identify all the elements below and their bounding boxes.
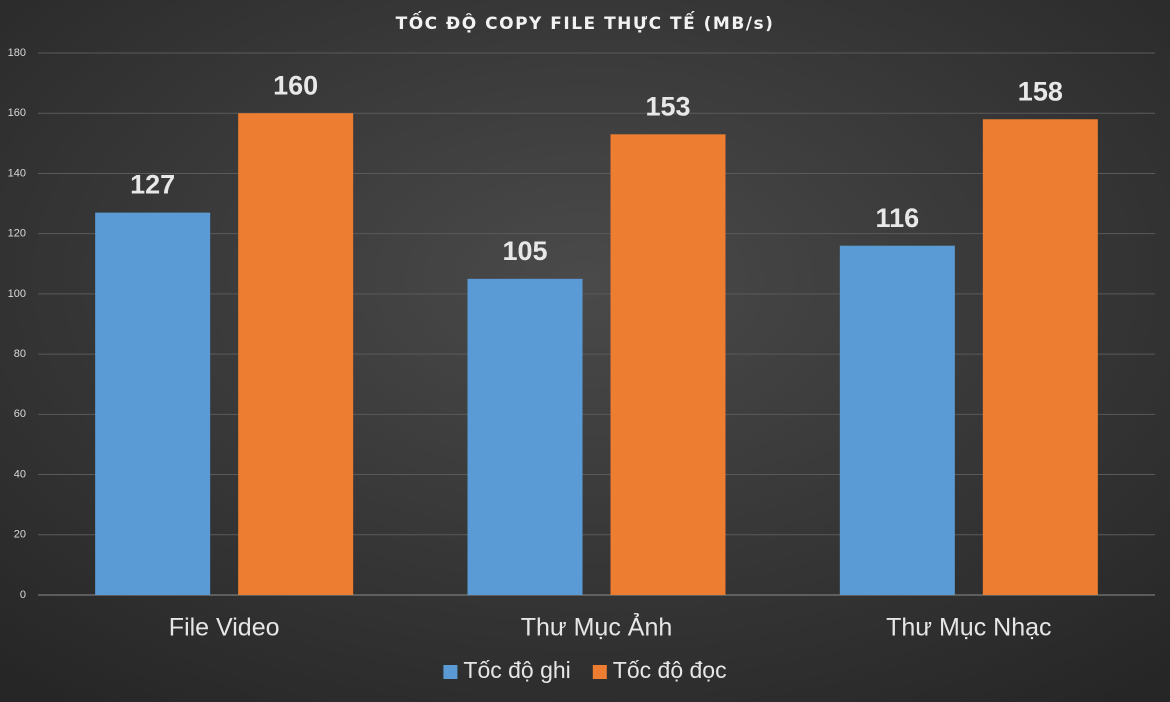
bar xyxy=(610,134,726,596)
y-tick-label: 120 xyxy=(8,228,26,240)
value-label: 127 xyxy=(130,170,175,200)
value-label: 105 xyxy=(502,236,547,266)
x-tick-label: Thư Mục Nhạc xyxy=(886,614,1051,642)
legend-label: Tốc độ ghi xyxy=(463,657,570,683)
y-tick-label: 180 xyxy=(8,47,26,59)
bar xyxy=(982,119,1098,595)
y-tick-label: 160 xyxy=(8,107,26,119)
bar xyxy=(839,245,955,595)
bar xyxy=(467,278,583,595)
bar xyxy=(95,212,211,596)
y-tick-label: 80 xyxy=(14,348,26,360)
y-tick-label: 20 xyxy=(14,529,26,541)
legend: Tốc độ ghi Tốc độ đọc xyxy=(443,657,727,683)
y-tick-label: 140 xyxy=(8,167,26,179)
value-label: 153 xyxy=(645,91,690,121)
y-tick-label: 40 xyxy=(14,468,26,480)
legend-label: Tốc độ đọc xyxy=(613,657,727,683)
value-label: 160 xyxy=(273,70,318,100)
y-tick-label: 100 xyxy=(8,288,26,300)
value-label: 158 xyxy=(1018,76,1063,106)
y-tick-label: 60 xyxy=(14,408,26,420)
y-tick-label: 0 xyxy=(20,589,26,601)
legend-swatch xyxy=(443,665,458,679)
chart-title: TỐC ĐỘ COPY FILE THỰC TẾ (MB/s) xyxy=(396,10,775,34)
bar xyxy=(238,113,354,595)
x-tick-label: File Video xyxy=(169,614,280,642)
value-label: 116 xyxy=(876,203,920,233)
x-tick-label: Thư Mục Ảnh xyxy=(521,612,673,642)
legend-swatch xyxy=(592,665,607,679)
